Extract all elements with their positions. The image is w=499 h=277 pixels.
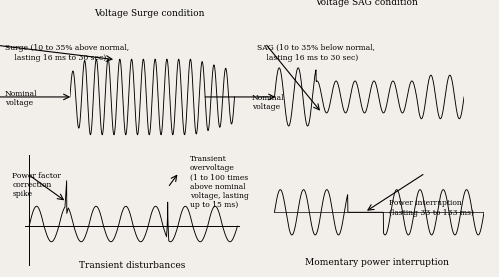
Text: Nominal
voltage: Nominal voltage: [5, 90, 37, 107]
Text: Voltage SAG condition: Voltage SAG condition: [315, 0, 418, 7]
Text: Nominal
voltage: Nominal voltage: [252, 94, 284, 111]
Text: Transient disturbances: Transient disturbances: [79, 261, 186, 270]
Text: Transient
overvoltage
(1 to 100 times
above nominal
voltage, lasting
up to 15 ms: Transient overvoltage (1 to 100 times ab…: [190, 155, 249, 209]
Text: Momentary power interruption: Momentary power interruption: [305, 258, 449, 267]
Text: Surge (10 to 35% above normal,
    lasting 16 ms to 30 sec): Surge (10 to 35% above normal, lasting 1…: [5, 44, 129, 61]
Text: Power factor
correction
spike: Power factor correction spike: [12, 172, 61, 198]
Text: SAG (10 to 35% below normal,
    lasting 16 ms to 30 sec): SAG (10 to 35% below normal, lasting 16 …: [257, 44, 375, 61]
Text: Voltage Surge condition: Voltage Surge condition: [94, 9, 205, 18]
Text: Power interruption
(lasting 33 to 133 ms): Power interruption (lasting 33 to 133 ms…: [389, 199, 474, 217]
